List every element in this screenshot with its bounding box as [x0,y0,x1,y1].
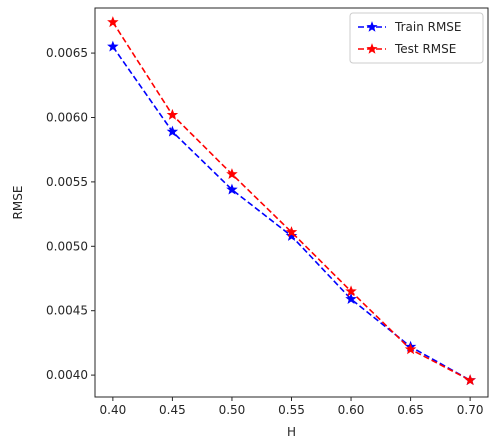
series-test-rmse [107,16,476,386]
data-point [464,374,476,386]
x-axis-label: H [287,425,296,439]
data-point [166,108,179,120]
y-tick-label: 0.0045 [46,304,88,318]
legend-marker [366,43,378,54]
legend-item: Train RMSE [358,20,462,34]
legend-marker [366,21,378,32]
y-tick-label: 0.0060 [46,110,88,124]
data-point [226,183,238,195]
x-tick-label: 0.40 [100,403,127,417]
legend-label: Test RMSE [394,42,456,56]
plot-area [95,8,488,397]
x-tick-label: 0.70 [457,403,484,417]
plot-background [95,8,488,397]
x-tick-label: 0.55 [278,403,305,417]
data-point [226,168,238,180]
data-point [166,125,179,137]
legend-label: Train RMSE [394,20,462,34]
x-tick-label: 0.65 [397,403,424,417]
y-tick-label: 0.0055 [46,175,88,189]
legend-item: Test RMSE [358,42,456,56]
x-tick-label: 0.50 [219,403,246,417]
data-point [345,285,357,297]
data-point [107,40,119,52]
legend-box [349,12,484,64]
x-tick-label: 0.60 [338,403,365,417]
y-tick-label: 0.0040 [46,368,88,382]
y-tick-label: 0.0065 [46,46,88,60]
data-point [345,293,357,304]
data-point [285,226,298,238]
y-tick-label: 0.0050 [46,239,88,253]
y-axis-label: RMSE [11,186,25,220]
data-point [285,229,298,241]
series-layer [107,16,476,386]
x-tick-label: 0.45 [159,403,186,417]
data-point [404,343,417,355]
legend: Train RMSE Test RMSE [349,12,484,64]
data-point [107,16,119,28]
axes-layer: 0.40 0.45 0.50 0.55 0.60 0.65 0.70 0.0040 0.0045… [46,7,489,417]
